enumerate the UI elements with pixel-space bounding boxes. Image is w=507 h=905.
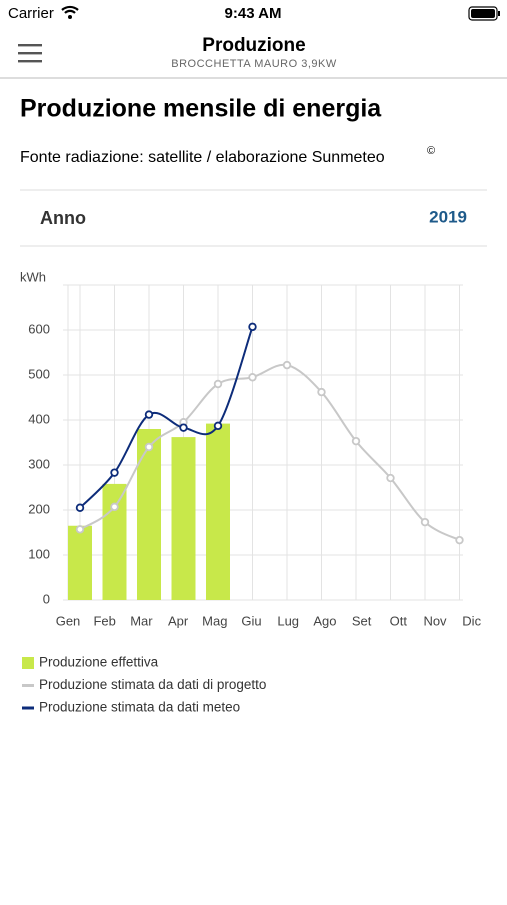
x-tick-label: Lug bbox=[277, 613, 299, 628]
y-tick-label: 600 bbox=[28, 321, 50, 336]
point bbox=[420, 517, 430, 527]
x-tick-label: Mag bbox=[202, 613, 227, 628]
point bbox=[213, 421, 223, 431]
x-tick-label: Giu bbox=[241, 613, 261, 628]
battery bbox=[468, 6, 498, 21]
source: Fonte radiazione: satellite / elaborazio… bbox=[20, 149, 385, 166]
heading: Produzione mensile di energia bbox=[20, 95, 382, 123]
point bbox=[282, 360, 292, 370]
point bbox=[179, 423, 188, 432]
battery-level bbox=[471, 9, 495, 18]
x-tick-label: Set bbox=[352, 613, 372, 628]
y-tick-label: 400 bbox=[28, 411, 50, 426]
point bbox=[144, 442, 154, 452]
x-tick-label: Ago bbox=[313, 613, 336, 628]
legend-label: Produzione effettiva bbox=[39, 655, 159, 670]
point bbox=[455, 535, 464, 545]
x-tick-label: Apr bbox=[168, 613, 189, 628]
point bbox=[248, 322, 257, 332]
bar bbox=[206, 423, 230, 600]
menu-bar bbox=[18, 52, 42, 55]
menu-bar bbox=[18, 44, 42, 47]
bar bbox=[68, 525, 92, 600]
point bbox=[317, 387, 326, 397]
bar bbox=[137, 429, 161, 600]
legend-swatch bbox=[22, 684, 34, 687]
source-mark: © bbox=[427, 145, 435, 157]
point bbox=[351, 436, 361, 446]
y-tick-label: 100 bbox=[28, 546, 50, 561]
menu-button[interactable] bbox=[18, 44, 42, 63]
menu-bar bbox=[18, 60, 42, 63]
y-tick-label: 300 bbox=[28, 456, 50, 471]
wifi-dot bbox=[68, 15, 72, 19]
clock: 9:43 AM bbox=[225, 5, 282, 22]
bar bbox=[102, 483, 127, 600]
x-tick-label: Nov bbox=[423, 613, 447, 628]
legend-swatch bbox=[22, 706, 34, 710]
nav-title: Produzione bbox=[202, 35, 305, 56]
point bbox=[110, 502, 119, 512]
y-tick-label: 200 bbox=[28, 501, 50, 516]
point bbox=[144, 410, 154, 419]
x-tick-label: Gen bbox=[56, 613, 81, 628]
y-tick-label: 500 bbox=[28, 366, 50, 381]
wifi-icon bbox=[61, 5, 79, 14]
battery-tip bbox=[498, 11, 500, 16]
y-tick-label: 0 bbox=[43, 591, 50, 606]
nav-subtitle: BROCCHETTA MAURO 3,9KW bbox=[171, 58, 337, 70]
year-label: Anno bbox=[40, 208, 86, 228]
x-tick-label: Feb bbox=[93, 613, 115, 628]
legend-swatch bbox=[22, 657, 34, 669]
carrier: Carrier bbox=[8, 5, 54, 22]
y-axis-label: kWh bbox=[20, 269, 46, 284]
x-tick-label: Ott bbox=[390, 613, 408, 628]
point bbox=[386, 473, 395, 483]
x-tick-label: Mar bbox=[130, 613, 153, 628]
legend-label: Produzione stimata da dati di progetto bbox=[39, 677, 266, 692]
year-selector[interactable]: 2019 bbox=[429, 207, 467, 226]
point bbox=[75, 503, 85, 512]
point bbox=[213, 379, 223, 389]
point bbox=[75, 525, 85, 534]
x-tick-label: Dic bbox=[462, 613, 481, 628]
point bbox=[110, 468, 119, 477]
bar bbox=[171, 437, 196, 600]
legend-label: Produzione stimata da dati meteo bbox=[39, 700, 240, 715]
point bbox=[248, 373, 257, 382]
